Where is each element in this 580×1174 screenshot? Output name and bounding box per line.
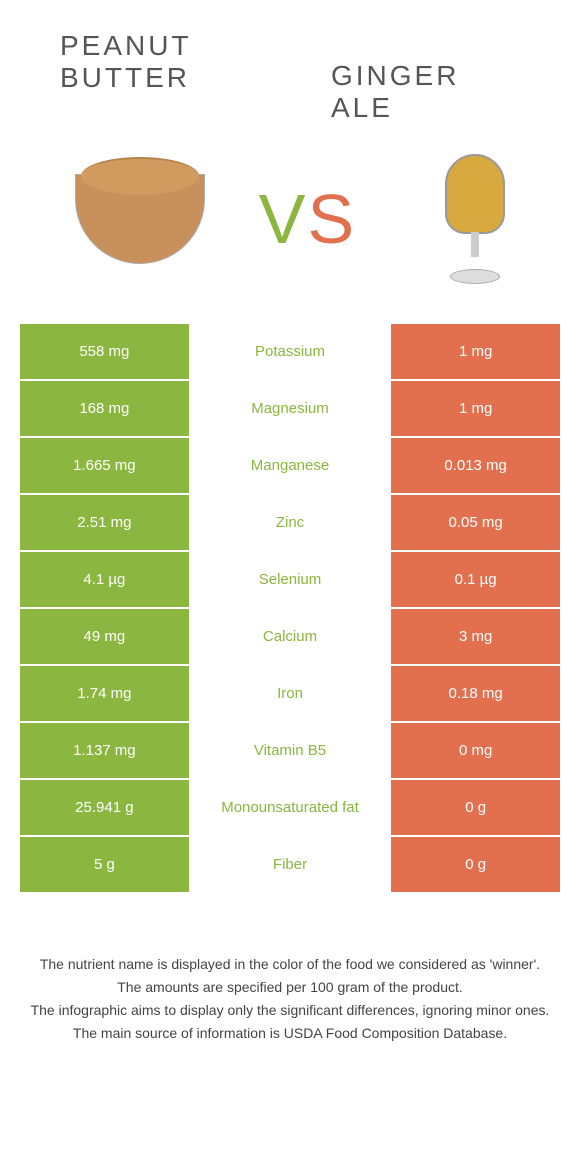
right-value: 0 mg — [391, 723, 560, 778]
left-value: 4.1 µg — [20, 552, 189, 607]
glass-icon — [435, 154, 515, 284]
footer-line-1: The nutrient name is displayed in the co… — [30, 954, 550, 975]
left-value: 49 mg — [20, 609, 189, 664]
right-food-title: Ginger ale — [331, 60, 530, 124]
nutrient-row: 168 mgMagnesium1 mg — [20, 381, 560, 436]
ginger-ale-image — [395, 144, 555, 294]
right-value: 1 mg — [391, 324, 560, 379]
footer-notes: The nutrient name is displayed in the co… — [0, 894, 580, 1066]
nutrient-label: Manganese — [189, 438, 392, 493]
nutrient-row: 1.665 mgManganese0.013 mg — [20, 438, 560, 493]
nutrient-row: 4.1 µgSelenium0.1 µg — [20, 552, 560, 607]
nutrient-label: Fiber — [189, 837, 392, 892]
nutrient-row: 25.941 gMonounsaturated fat0 g — [20, 780, 560, 835]
nutrient-label: Selenium — [189, 552, 392, 607]
nutrient-label: Iron — [189, 666, 392, 721]
footer-line-3: The infographic aims to display only the… — [30, 1000, 550, 1021]
right-value: 0.013 mg — [391, 438, 560, 493]
right-value: 3 mg — [391, 609, 560, 664]
peanut-butter-image — [60, 144, 220, 294]
right-value: 0.1 µg — [391, 552, 560, 607]
nutrient-label: Potassium — [189, 324, 392, 379]
left-food-title: Peanut butter — [60, 30, 331, 94]
right-value: 1 mg — [391, 381, 560, 436]
nutrient-row: 5 gFiber0 g — [20, 837, 560, 892]
nutrient-row: 1.137 mgVitamin B50 mg — [20, 723, 560, 778]
left-value: 168 mg — [20, 381, 189, 436]
left-value: 1.665 mg — [20, 438, 189, 493]
nutrient-label: Calcium — [189, 609, 392, 664]
nutrient-label: Monounsaturated fat — [189, 780, 392, 835]
left-value: 558 mg — [20, 324, 189, 379]
right-value: 0.18 mg — [391, 666, 560, 721]
footer-line-4: The main source of information is USDA F… — [30, 1023, 550, 1044]
vs-label: VS — [259, 179, 356, 259]
header: Peanut butter Ginger ale — [0, 0, 580, 134]
left-value: 2.51 mg — [20, 495, 189, 550]
nutrient-row: 49 mgCalcium3 mg — [20, 609, 560, 664]
bowl-icon — [75, 174, 205, 264]
right-value: 0 g — [391, 780, 560, 835]
left-value: 1.74 mg — [20, 666, 189, 721]
nutrient-label: Magnesium — [189, 381, 392, 436]
nutrient-row: 558 mgPotassium1 mg — [20, 324, 560, 379]
nutrient-label: Vitamin B5 — [189, 723, 392, 778]
nutrient-label: Zinc — [189, 495, 392, 550]
images-row: VS — [0, 134, 580, 324]
vs-s-letter: S — [308, 180, 357, 258]
left-value: 5 g — [20, 837, 189, 892]
right-value: 0 g — [391, 837, 560, 892]
vs-v-letter: V — [259, 180, 308, 258]
right-value: 0.05 mg — [391, 495, 560, 550]
left-value: 25.941 g — [20, 780, 189, 835]
nutrient-table: 558 mgPotassium1 mg168 mgMagnesium1 mg1.… — [20, 324, 560, 892]
footer-line-2: The amounts are specified per 100 gram o… — [30, 977, 550, 998]
nutrient-row: 1.74 mgIron0.18 mg — [20, 666, 560, 721]
left-value: 1.137 mg — [20, 723, 189, 778]
nutrient-row: 2.51 mgZinc0.05 mg — [20, 495, 560, 550]
